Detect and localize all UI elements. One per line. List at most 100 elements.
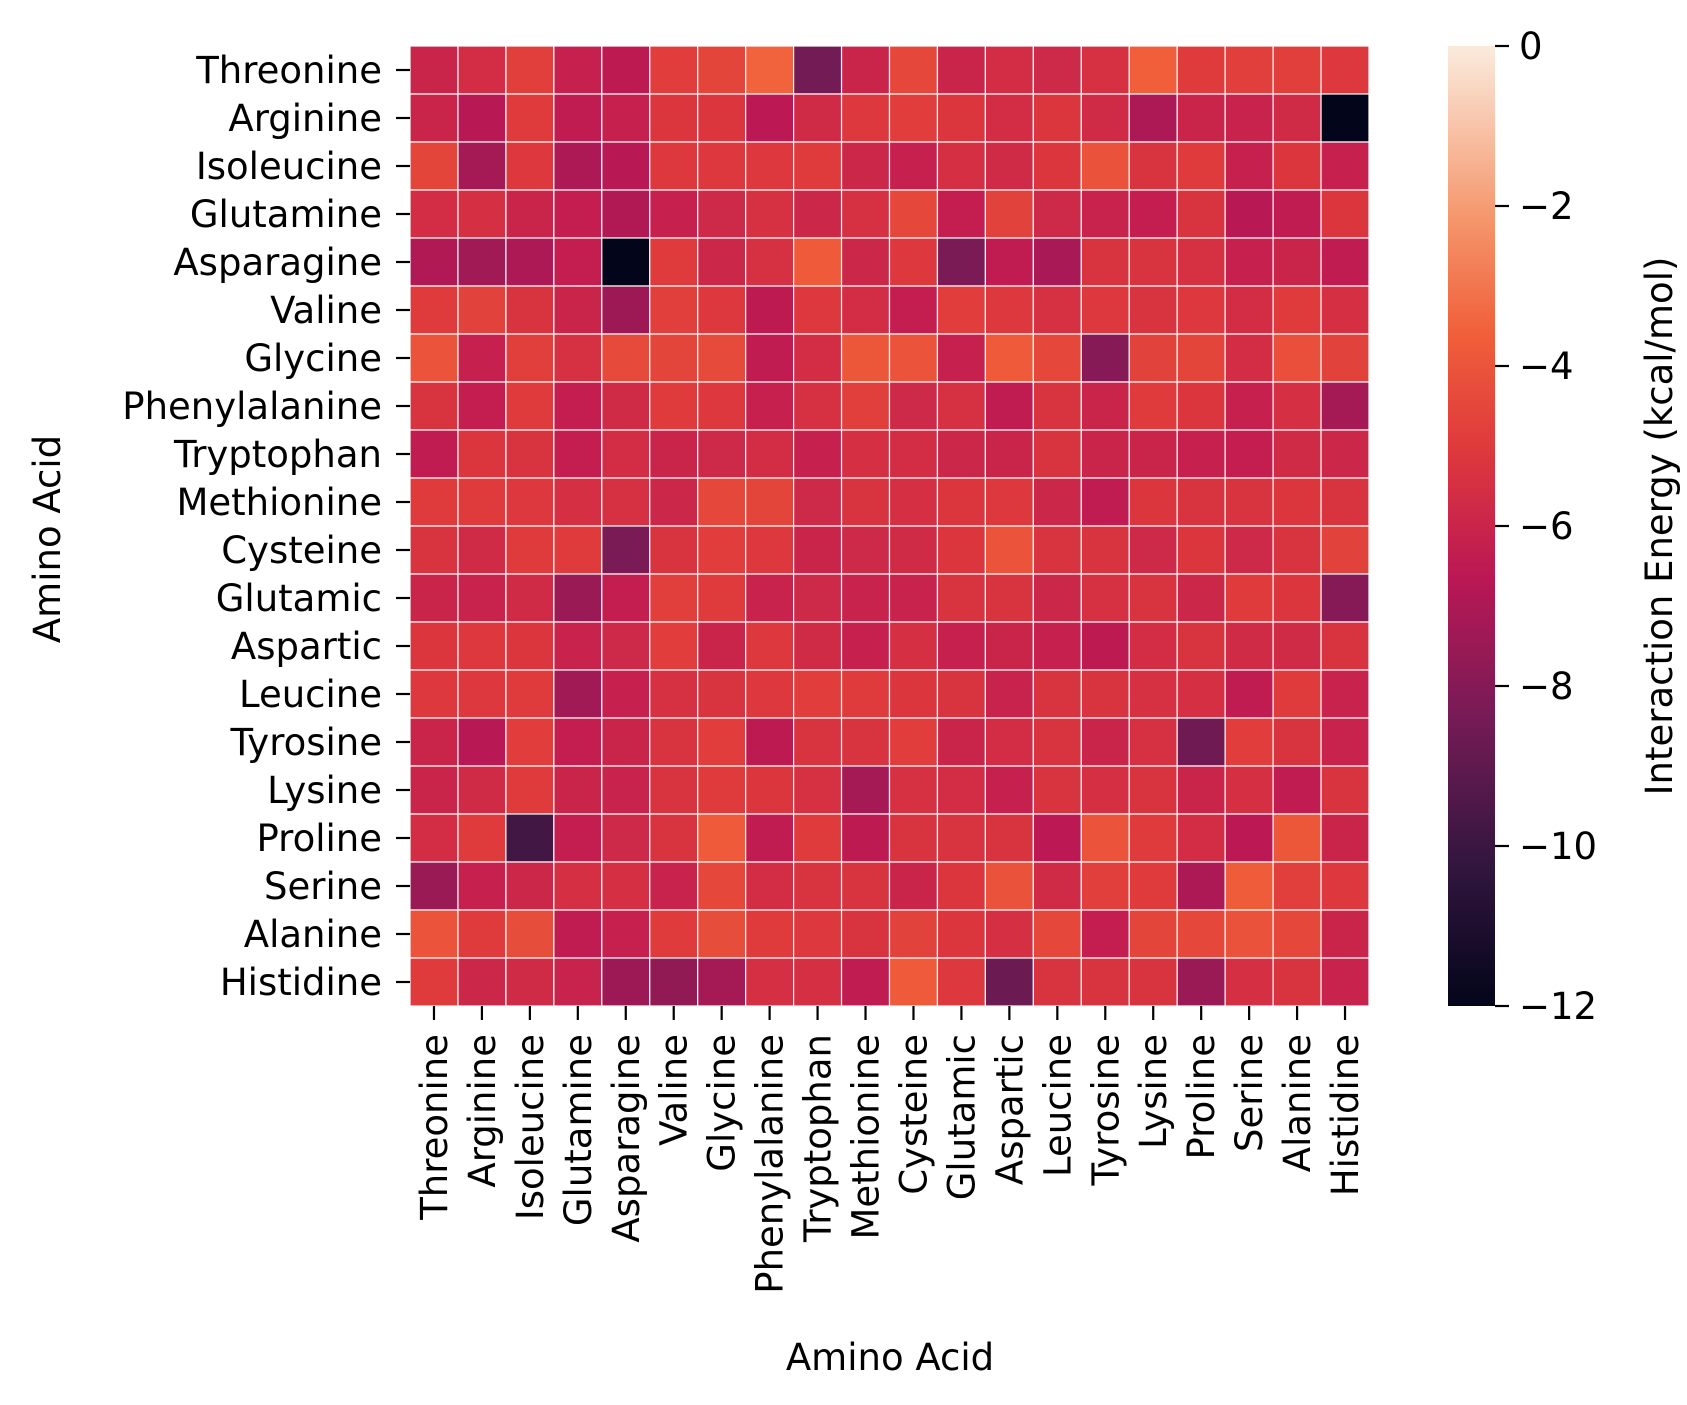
heatmap-cell [505,909,555,959]
heatmap-cell [1224,93,1274,143]
heatmap-cell [697,621,747,671]
heatmap-cell [936,813,987,863]
heatmap-cell [553,477,603,527]
x-tick-label: Glutamic [940,1034,983,1200]
heatmap-cell [1224,717,1274,767]
heatmap-cell [1320,525,1370,575]
heatmap-cell [1128,861,1178,911]
y-axis-label: Amino Acid [26,435,69,643]
colorbar-ticks: 0 −2 −4 −6 −8 −10 −12 [1495,25,1597,1028]
heatmap-cell [1176,621,1226,671]
heatmap-cell [1128,141,1178,191]
heatmap-cell [792,909,843,959]
heatmap-cell [409,429,459,479]
heatmap-cell [697,285,747,335]
heatmap-cell [888,189,939,239]
heatmap-cell [888,381,939,431]
heatmap-cell [984,765,1034,815]
heatmap-cell [792,333,843,383]
x-tick-label: Tyrosine [1084,1034,1127,1187]
heatmap-cell [1032,525,1082,575]
heatmap-cell [1320,621,1370,671]
heatmap-cell [840,861,891,911]
heatmap-cell [792,717,843,767]
heatmap-cell [409,861,459,911]
x-tick-label: Cysteine [892,1034,935,1195]
heatmap-cell [840,717,891,767]
heatmap-cell [1080,93,1130,143]
colorbar-tick-label: −10 [1519,825,1597,868]
heatmap-cell [792,141,843,191]
heatmap-cell [553,669,603,719]
heatmap-cell [1320,333,1370,383]
heatmap-cell [936,141,987,191]
heatmap-cell [1176,909,1226,959]
heatmap-cell [649,573,699,623]
heatmap-cell [697,189,747,239]
heatmap-cell [1272,717,1322,767]
heatmap-cell [601,189,651,239]
heatmap-cell [457,141,507,191]
heatmap-cell [1176,381,1226,431]
heatmap-cell [1032,909,1082,959]
heatmap-cell [649,861,699,911]
heatmap-cell [984,477,1034,527]
heatmap-cell [1080,189,1130,239]
heatmap-cell [792,813,843,863]
heatmap-cell [1032,765,1082,815]
heatmap-cell [505,141,555,191]
heatmap-cell [1272,861,1322,911]
heatmap-cell [697,957,747,1007]
heatmap-cell [1272,909,1322,959]
heatmap-cell [792,189,843,239]
heatmap-cell [1128,909,1178,959]
heatmap-cell [840,765,891,815]
heatmap-cell [1128,285,1178,335]
heatmap-cell [888,477,939,527]
heatmap-cell [1128,45,1178,95]
y-tick-label: Cysteine [221,529,382,572]
heatmap-cell [1224,237,1274,287]
heatmap-cell [1320,93,1370,143]
x-tick-label: Lysine [1132,1034,1175,1149]
heatmap-cell [745,429,795,479]
heatmap-cell [1128,621,1178,671]
heatmap-cell [1320,237,1370,287]
heatmap-cell [697,813,747,863]
heatmap-cell [888,429,939,479]
heatmap-cell [457,285,507,335]
heatmap-cell [1224,621,1274,671]
heatmap-cell [1032,477,1082,527]
heatmap-cell [1176,237,1226,287]
heatmap-cell [1272,45,1322,95]
heatmap-cell [649,669,699,719]
heatmap-cell [840,333,891,383]
heatmap-cell [1128,717,1178,767]
heatmap-cell [936,93,987,143]
heatmap-cell [553,285,603,335]
heatmap-cell [1032,141,1082,191]
heatmap-cell [601,861,651,911]
heatmap-cell [505,333,555,383]
heatmap-cell [457,93,507,143]
heatmap-cell [409,45,459,95]
y-tick-label: Leucine [239,673,382,716]
heatmap-cell [553,621,603,671]
heatmap-cell [745,621,795,671]
heatmap-cell [505,429,555,479]
heatmap-cell [409,285,459,335]
heatmap-cell [553,189,603,239]
x-tick-label: Alanine [1276,1034,1319,1172]
heatmap-cell [601,333,651,383]
heatmap-cell [1032,237,1082,287]
heatmap-cell [745,189,795,239]
heatmap-cell [505,477,555,527]
heatmap-cell [457,813,507,863]
heatmap-cell [409,717,459,767]
heatmap-cell [1272,333,1322,383]
heatmap-cell [745,525,795,575]
heatmap-cell [1320,141,1370,191]
x-tick-label: Leucine [1036,1034,1079,1177]
heatmap-cell [1224,285,1274,335]
